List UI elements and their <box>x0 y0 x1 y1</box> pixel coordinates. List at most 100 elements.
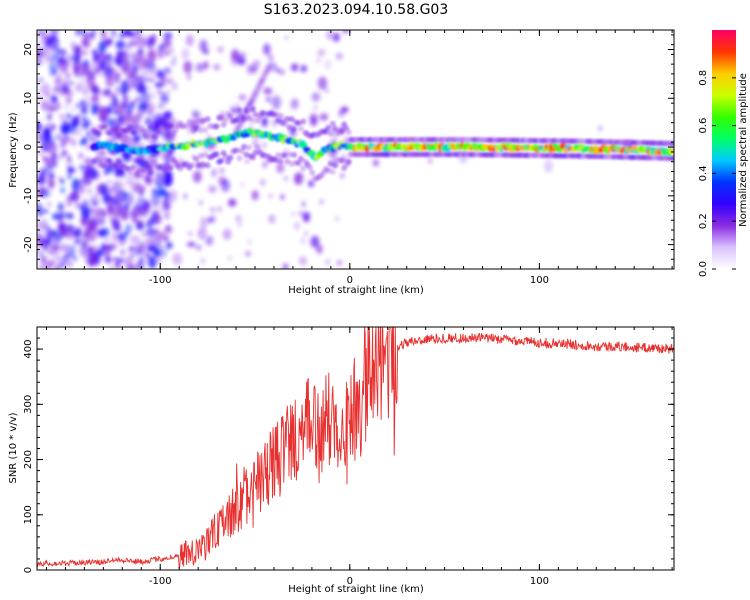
spectrogram-noise-mark <box>100 30 107 41</box>
spectrogram-noise-mark <box>115 191 123 201</box>
spectrogram-noise-mark <box>130 211 135 217</box>
spectrogram-noise-mark <box>372 159 379 167</box>
spectrogram-noise-mark <box>154 82 161 88</box>
spectrogram-noise-mark <box>276 67 280 74</box>
spectrogram-noise-mark <box>104 38 113 47</box>
spectrogram-noise-mark <box>183 193 188 200</box>
spectrogram-noise-mark <box>119 168 126 178</box>
spectrogram-noise-mark <box>60 254 69 264</box>
spectrogram-noise-mark <box>262 161 268 169</box>
spectrogram-ridge-halo <box>168 164 175 171</box>
spectrogram-noise-mark <box>111 232 119 242</box>
spectrogram-noise-mark <box>155 255 162 264</box>
spectrogram-noise-mark <box>70 192 75 198</box>
snr-series-line <box>37 327 674 570</box>
spectrogram-noise-mark <box>64 104 68 109</box>
spectrogram-ridge-halo <box>295 160 302 167</box>
spectrogram-noise-mark <box>95 207 106 216</box>
spectrogram-noise-mark <box>164 67 170 73</box>
spectrogram-ridge-halo <box>307 164 313 171</box>
spectrogram-ridge-halo <box>329 120 336 127</box>
spectrogram-noise-mark <box>151 188 159 195</box>
spectrogram-x-axis-label: Height of straight line (km) <box>288 285 424 296</box>
spectrogram-ridge-halo <box>300 165 307 172</box>
spectrogram-noise-mark <box>106 195 111 200</box>
spectrogram-noise-mark <box>81 136 88 145</box>
spectrogram-noise-mark <box>235 215 242 222</box>
spectrogram-noise-mark <box>137 157 144 164</box>
spectrogram-noise-mark <box>263 43 271 56</box>
spectrogram-ridge-halo <box>218 157 225 164</box>
spectrogram-noise-mark <box>150 165 156 171</box>
spectrogram-noise-mark <box>38 88 43 92</box>
spectrogram-noise-mark <box>188 231 193 237</box>
spectrogram-noise-mark <box>107 208 114 215</box>
spectrogram-noise-mark <box>78 152 84 159</box>
x-tick-label: 100 <box>530 275 549 286</box>
spectrogram-noise-mark <box>119 259 123 263</box>
spectrogram-ridge-halo <box>275 117 282 124</box>
spectrogram-noise-mark <box>271 95 281 110</box>
spectrogram-noise-mark <box>128 245 136 253</box>
spectrogram-ridge-halo <box>145 164 152 171</box>
spectrogram-ridge-halo <box>115 132 122 139</box>
spectrogram-noise-mark <box>131 115 142 124</box>
y-tick-label: 300 <box>23 395 34 414</box>
spectrogram-noise-mark <box>125 233 130 237</box>
spectrogram-noise-mark <box>343 30 349 34</box>
spectrogram-ridge-mark <box>606 148 612 154</box>
spectrogram-noise-mark <box>187 74 191 80</box>
spectrogram-ridge-halo <box>115 158 122 164</box>
spectrogram-noise-mark <box>42 260 46 265</box>
spectrogram-noise-mark <box>197 227 207 240</box>
spectrogram-noise-mark <box>157 48 165 59</box>
spectrogram-noise-mark <box>53 162 58 167</box>
spectrogram-noise-mark <box>98 228 106 238</box>
spectrogram-noise-mark <box>313 105 318 110</box>
spectrogram-noise-mark <box>129 39 138 47</box>
spectrogram-noise-mark <box>158 175 164 181</box>
spectrogram-y-axis-label: Frequency (Hz) <box>8 112 19 188</box>
spectrogram-noise-mark <box>67 166 73 175</box>
spectrogram-ridge-halo <box>345 129 352 136</box>
spectrogram-ridge-halo <box>213 123 220 130</box>
spectrogram-noise-mark <box>122 119 130 127</box>
spectrogram-noise-mark <box>325 259 331 265</box>
spectrogram-noise-mark <box>165 224 172 233</box>
spectrogram-noise-mark <box>37 121 42 132</box>
spectrogram-ridge-halo <box>277 158 284 165</box>
spectrogram-noise-mark <box>73 256 77 262</box>
spectrogram-noise-mark <box>268 214 275 224</box>
spectrogram-ridge-halo <box>222 153 229 160</box>
spectrogram-noise-mark <box>54 76 62 86</box>
spectrogram-noise-mark <box>163 154 167 158</box>
spectrogram-ridge-halo <box>241 116 247 122</box>
spectrogram-ridge-halo <box>332 125 338 132</box>
spectrogram-noise-mark <box>51 87 57 92</box>
spectrogram-noise-mark <box>122 51 128 56</box>
spectrogram-noise-mark <box>227 256 233 261</box>
spectrogram-ridge-halo <box>152 133 159 140</box>
spectrogram-noise-mark <box>149 77 156 83</box>
spectrogram-noise-mark <box>211 168 217 177</box>
spectrogram-noise-mark <box>291 97 299 108</box>
y-tick-label: 100 <box>23 505 34 524</box>
spectrogram-ridge-halo <box>193 156 200 163</box>
spectrogram-noise-mark <box>65 113 72 120</box>
spectrogram-noise-mark <box>69 124 77 135</box>
spectrogram-noise-mark <box>48 178 55 189</box>
spectrogram-noise-mark <box>326 30 334 41</box>
spectrogram-noise-mark <box>50 42 59 53</box>
spectrogram-noise-mark <box>251 190 259 201</box>
y-tick-label: 400 <box>23 340 34 359</box>
spectrogram-noise-mark <box>146 218 155 227</box>
spectrogram-noise-mark <box>54 134 63 141</box>
spectrogram-noise-mark <box>162 110 173 121</box>
spectrogram-noise-mark <box>109 266 114 269</box>
spectrogram-noise-mark <box>58 176 63 181</box>
spectrogram-noise-mark <box>41 82 50 97</box>
spectrogram-ridge-halo <box>309 169 316 176</box>
spectrogram-noise-mark <box>88 67 93 73</box>
spectrogram-noise-mark <box>171 82 178 91</box>
